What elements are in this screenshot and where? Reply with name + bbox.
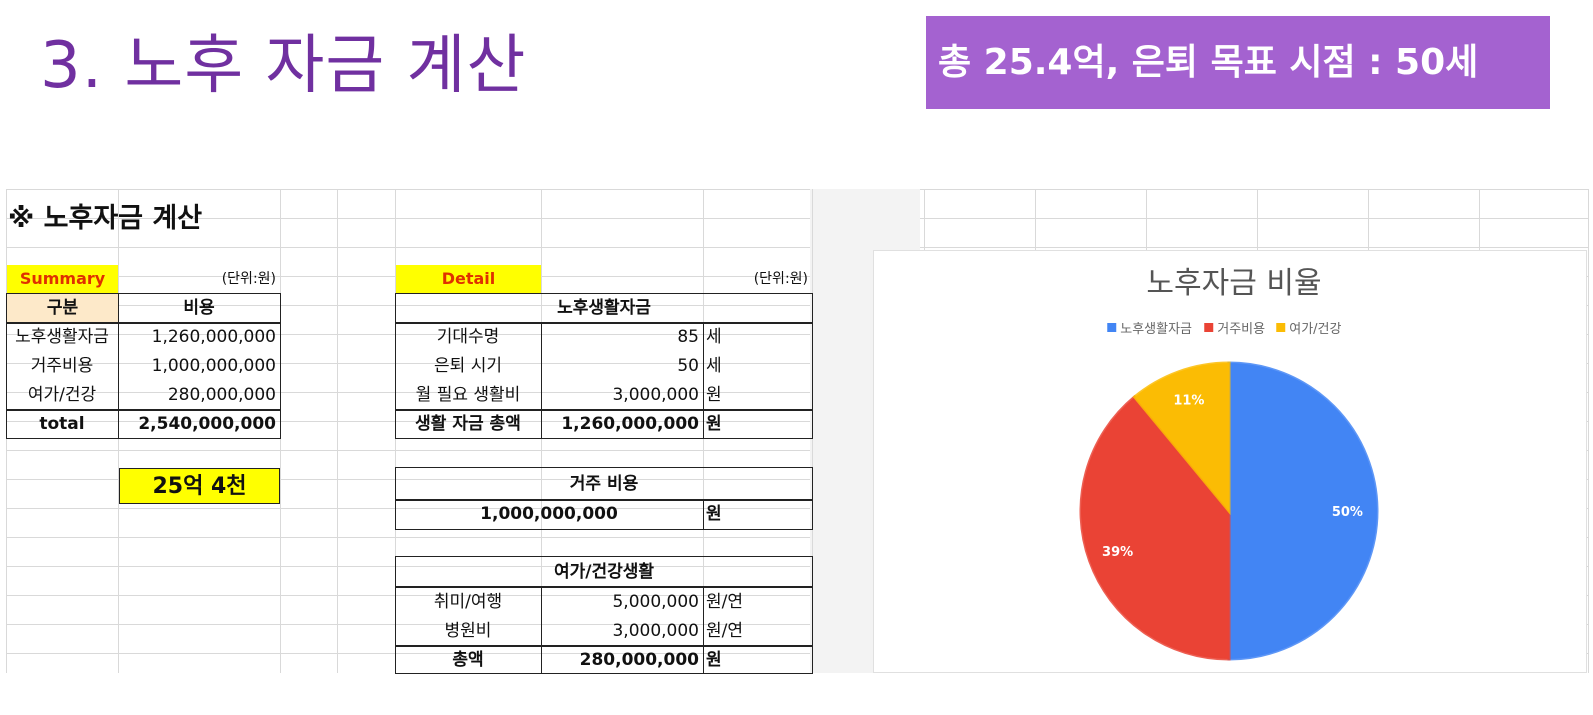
leisure-row-unit: 원/연 — [706, 621, 744, 641]
leisure-row-value: 5,000,000 — [612, 592, 699, 612]
pie-slice-label: 11% — [1173, 394, 1204, 409]
summary-row-category: 노후생활자금 — [15, 327, 109, 347]
legend-label: 거주비용 — [1217, 322, 1265, 337]
living-total-value: 1,260,000,000 — [561, 414, 699, 434]
living-total-label: 생활 자금 총액 — [415, 414, 521, 434]
leisure-total-value: 280,000,000 — [579, 650, 699, 670]
chart-title: 노후자금 비율 — [1146, 266, 1321, 301]
housing-value: 1,000,000,000 — [480, 504, 618, 524]
summary-header-cost: 비용 — [183, 298, 215, 318]
pie-chart-panel[interactable]: 노후자금 비율 노후생활자금 거주비용 여가/건강 50% 39% 11% — [873, 250, 1587, 673]
page-title: 3. 노후 자금 계산 — [40, 29, 527, 103]
housing-unit: 원 — [706, 504, 722, 524]
summary-total-cost: 2,540,000,000 — [138, 414, 276, 434]
legend-swatch — [1107, 323, 1117, 332]
living-row-unit: 세 — [706, 327, 722, 347]
leisure-title: 여가/건강생활 — [553, 562, 655, 582]
legend-label: 여가/건강 — [1289, 322, 1341, 337]
summary-row-cost: 1,000,000,000 — [151, 356, 276, 376]
living-table-border — [395, 293, 813, 439]
living-row-value: 85 — [677, 327, 699, 347]
summary-unit: (단위:원) — [221, 271, 276, 287]
leisure-table-border — [395, 556, 813, 674]
living-title: 노후생활자금 — [557, 298, 651, 318]
pie-slices — [1079, 361, 1379, 661]
pie-slice[interactable] — [1132, 361, 1231, 516]
leisure-row-label: 취미/여행 — [433, 592, 503, 612]
summary-header-category: 구분 — [7, 294, 118, 322]
summary-label: Summary — [7, 265, 118, 293]
summary-total-label: total — [39, 414, 85, 434]
leisure-total-label: 총액 — [452, 650, 484, 670]
summary-row-category: 여가/건강 — [27, 385, 97, 405]
pie-slice-label: 39% — [1102, 545, 1133, 560]
leisure-row-unit: 원/연 — [706, 592, 744, 612]
detail-unit: (단위:원) — [753, 271, 808, 287]
living-row-unit: 세 — [706, 356, 722, 376]
housing-table-border — [395, 467, 813, 530]
housing-title: 거주 비용 — [569, 474, 639, 494]
living-total-unit: 원 — [706, 414, 722, 434]
summary-table-border — [6, 293, 281, 439]
summary-row-cost: 280,000,000 — [167, 385, 276, 405]
summary-row-category: 거주비용 — [30, 356, 94, 376]
chart-legend: 노후생활자금 거주비용 여가/건강 — [1107, 322, 1342, 337]
leisure-total-unit: 원 — [706, 650, 722, 670]
pie-chart: 노후자금 비율 노후생활자금 거주비용 여가/건강 50% 39% 11% — [1079, 266, 1379, 661]
living-row-value: 50 — [677, 356, 699, 376]
summary-banner: 총 25.4억, 은퇴 목표 시점 : 50세 — [926, 16, 1550, 109]
living-row-label: 월 필요 생활비 — [415, 385, 521, 405]
legend-swatch — [1276, 323, 1286, 332]
leisure-row-label: 병원비 — [444, 621, 492, 641]
leisure-row-value: 3,000,000 — [612, 621, 699, 641]
summary-row-cost: 1,260,000,000 — [151, 327, 276, 347]
pie-slice[interactable] — [1227, 361, 1379, 661]
pie-slice[interactable] — [1079, 394, 1231, 661]
detail-label: Detail — [396, 265, 541, 293]
living-row-unit: 원 — [706, 385, 722, 405]
legend-label: 노후생활자금 — [1120, 322, 1192, 337]
living-row-label: 은퇴 시기 — [434, 356, 502, 376]
sheet-heading: ※ 노후자금 계산 — [8, 203, 203, 234]
pie-slice-labels: 50% 39% 11% — [1102, 394, 1363, 561]
pie-slice-label: 50% — [1332, 505, 1363, 520]
legend-swatch — [1204, 323, 1214, 332]
living-row-value: 3,000,000 — [612, 385, 699, 405]
summary-highlight: 25억 4천 — [119, 468, 280, 504]
living-row-label: 기대수명 — [436, 327, 500, 347]
